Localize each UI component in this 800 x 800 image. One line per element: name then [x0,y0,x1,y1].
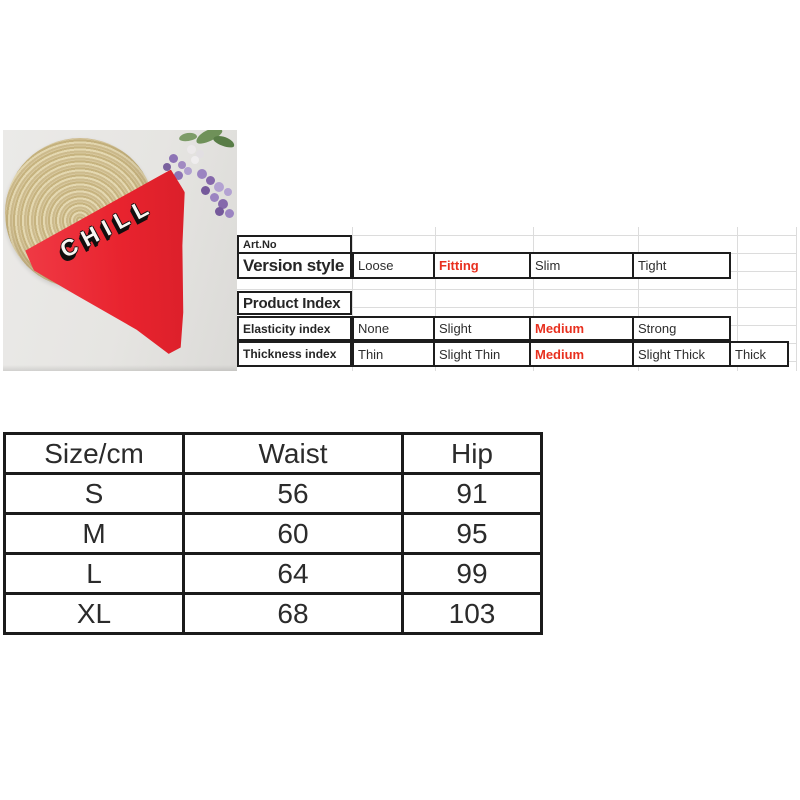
spec-option-strong: Strong [632,316,731,341]
gridline [237,289,797,290]
size-cell: 91 [401,472,543,515]
spec-option-slim: Slim [529,252,634,279]
size-chart-header-hip: Hip [401,432,543,475]
flower-petal [187,145,196,154]
flower-petal [215,207,224,216]
spec-option-slight-thick: Slight Thick [632,341,731,367]
size-cell: L [3,552,185,595]
spec-option-medium: Medium [529,316,634,341]
flower-petal [197,169,207,179]
flower-petal [201,186,210,195]
flower-petal [196,150,204,158]
flower-petal [210,193,219,202]
gridline [237,307,797,308]
size-cell: S [3,472,185,515]
size-cell: XL [3,592,185,635]
spec-option-none: None [352,316,435,341]
spec-row-elasticity: Elasticity index None Slight Medium Strong [237,316,731,341]
size-row-xl: XL 68 103 [3,592,543,635]
size-cell: 99 [401,552,543,595]
size-chart-table: Size/cm Waist Hip S 56 91 M 60 95 L 64 99 XL 68 103 [3,432,543,635]
flower-petal [225,209,234,218]
lavender-flowers [151,130,237,224]
spec-row-version-style: Version style Loose Fitting Slim Tight [237,252,731,279]
gridline [435,227,436,371]
spec-option-medium: Medium [529,341,634,367]
spec-option-thin: Thin [352,341,435,367]
size-chart-header-row: Size/cm Waist Hip [3,432,543,475]
flower-petal [212,133,236,150]
size-cell: M [3,512,185,555]
size-row-l: L 64 99 [3,552,543,595]
flower-petal [191,156,199,164]
gridline [533,227,534,371]
spec-option-loose: Loose [352,252,435,279]
product-index-label: Product Index [237,291,352,315]
flower-petal [174,171,183,180]
spec-option-slight-thin: Slight Thin [433,341,531,367]
elasticity-index-label: Elasticity index [237,316,352,341]
spec-option-slight: Slight [433,316,531,341]
gridline [796,227,797,371]
version-style-options: Loose Fitting Slim Tight [352,252,731,279]
flower-petal [214,182,224,192]
thickness-index-label: Thickness index [237,341,352,367]
size-cell: 103 [401,592,543,635]
flower-petal [224,188,232,196]
size-row-s: S 56 91 [3,472,543,515]
size-cell: 60 [182,512,404,555]
thickness-options: Thin Slight Thin Medium Slight Thick Thick [352,341,789,367]
version-style-label: Version style [237,252,352,279]
spec-option-fitting: Fitting [433,252,531,279]
size-cell: 56 [182,472,404,515]
gridline [352,227,353,371]
size-cell: 95 [401,512,543,555]
size-row-m: M 60 95 [3,512,543,555]
elasticity-options: None Slight Medium Strong [352,316,731,341]
size-cell: 68 [182,592,404,635]
spec-row-thickness: Thickness index Thin Slight Thin Medium Sli… [237,341,789,367]
size-chart-header-waist: Waist [182,432,404,475]
gridline [237,235,797,236]
spec-option-tight: Tight [632,252,731,279]
size-chart-header-size-cm: Size/cm [3,432,185,475]
size-cell: 64 [182,552,404,595]
flower-petal [218,199,228,209]
gridline [737,227,738,371]
flower-petal [184,167,192,175]
spec-row-product-index: Product Index [237,291,352,315]
spec-option-thick: Thick [729,341,789,367]
flower-petal [178,161,186,169]
product-photo: CHILL [3,130,237,371]
flower-petal [206,176,215,185]
flower-petal [178,131,198,143]
flower-petal [169,154,178,163]
flower-petal [163,163,171,171]
gridline [638,227,639,371]
